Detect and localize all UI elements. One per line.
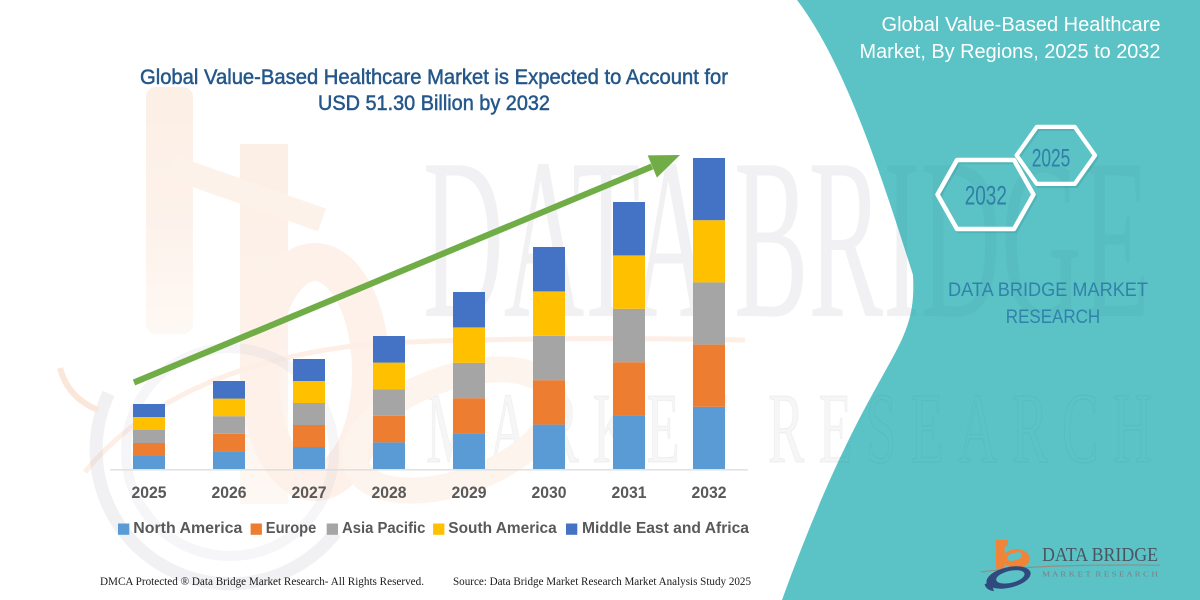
svg-text:Asia Pacific: Asia Pacific <box>342 520 425 537</box>
svg-text:DATA BRIDGE MARKET: DATA BRIDGE MARKET <box>948 280 1148 301</box>
svg-text:2025: 2025 <box>1032 145 1071 173</box>
svg-text:Middle East and Africa: Middle East and Africa <box>582 520 749 537</box>
svg-text:Europe: Europe <box>266 520 317 537</box>
svg-text:2031: 2031 <box>612 483 647 502</box>
svg-text:North America: North America <box>133 520 242 537</box>
svg-text:South America: South America <box>448 520 556 537</box>
svg-text:Market, By Regions, 2025 to 20: Market, By Regions, 2025 to 2032 <box>860 41 1161 63</box>
svg-text:2026: 2026 <box>212 483 247 502</box>
svg-text:Global Value-Based Healthcare: Global Value-Based Healthcare <box>882 14 1161 36</box>
svg-text:2032: 2032 <box>965 181 1007 211</box>
svg-text:Source: Data Bridge Market Res: Source: Data Bridge Market Research Mark… <box>453 574 751 588</box>
svg-text:M A R K E T R E S E A R C H: M A R K E T R E S E A R C H <box>1042 571 1158 579</box>
svg-text:2027: 2027 <box>292 483 327 502</box>
svg-text:2029: 2029 <box>452 483 487 502</box>
svg-text:Global Value-Based Healthcare: Global Value-Based Healthcare Market is … <box>140 65 728 89</box>
svg-text:DMCA Protected ® Data Bridge M: DMCA Protected ® Data Bridge Market Rese… <box>100 574 424 588</box>
svg-text:2025: 2025 <box>132 483 167 502</box>
svg-text:2028: 2028 <box>372 483 407 502</box>
svg-text:RESEARCH: RESEARCH <box>1006 307 1100 328</box>
svg-text:DATA BRIDGE: DATA BRIDGE <box>1042 544 1158 566</box>
svg-text:2030: 2030 <box>532 483 567 502</box>
svg-text:USD 51.30 Billion by 2032: USD 51.30 Billion by 2032 <box>318 91 550 115</box>
svg-text:2032: 2032 <box>692 483 727 502</box>
